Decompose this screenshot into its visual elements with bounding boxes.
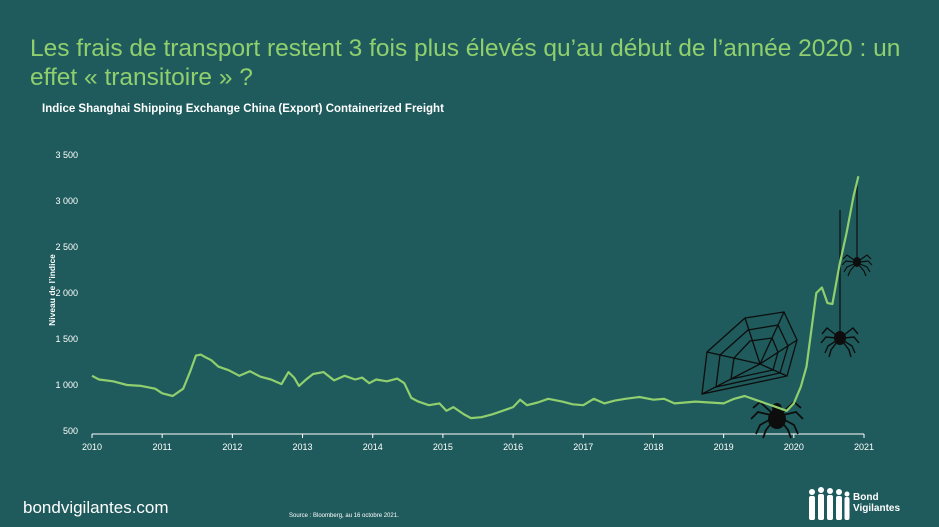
chart-subtitle: Indice Shanghai Shipping Exchange China … bbox=[42, 103, 444, 115]
logo-line-2: Vigilantes bbox=[853, 503, 901, 514]
x-tick-label: 2016 bbox=[503, 442, 523, 452]
x-tick-label: 2013 bbox=[293, 442, 313, 452]
y-tick-label: 1 000 bbox=[55, 380, 78, 390]
x-tick-label: 2017 bbox=[573, 442, 593, 452]
spider-icon bbox=[841, 254, 873, 277]
x-tick-label: 2012 bbox=[222, 442, 242, 452]
y-tick-label: 500 bbox=[63, 426, 78, 436]
x-tick-label: 2021 bbox=[854, 442, 874, 452]
y-tick-label: 1 500 bbox=[55, 334, 78, 344]
x-tick-label: 2011 bbox=[153, 442, 172, 452]
site-url[interactable]: bondvigilantes.com bbox=[23, 498, 169, 517]
spider-icon bbox=[750, 400, 804, 439]
y-tick-label: 2 000 bbox=[55, 288, 78, 298]
y-tick-label: 3 500 bbox=[55, 150, 78, 160]
x-tick-label: 2015 bbox=[433, 442, 453, 452]
x-tick-label: 2018 bbox=[643, 442, 663, 452]
source-note: Source : Bloomberg, au 16 octobre 2021. bbox=[289, 513, 399, 519]
logo-line-1: Bond bbox=[853, 492, 879, 503]
logo-text: Bond Vigilantes bbox=[853, 492, 900, 514]
x-tick-label: 2019 bbox=[714, 442, 734, 452]
y-tick-label: 2 500 bbox=[55, 242, 78, 252]
x-tick-label: 2014 bbox=[363, 442, 383, 452]
vigilantes-logo-icon bbox=[809, 487, 850, 520]
spider-icon bbox=[820, 327, 860, 358]
y-tick-label: 3 000 bbox=[55, 196, 78, 206]
series-line bbox=[91, 175, 860, 420]
x-tick-label: 2020 bbox=[784, 442, 804, 452]
chart-title: Les frais de transport restent 3 fois pl… bbox=[30, 35, 901, 91]
x-axis-ticks: 2010 2011 2012 2013 2014 2015 2016 2017 2018 2019… bbox=[82, 434, 874, 452]
x-tick-label: 2010 bbox=[82, 442, 102, 452]
spider-web-icon bbox=[701, 311, 798, 395]
y-axis-ticks: 500 1 000 1 500 2 000 2 500 3 000 3 500 bbox=[55, 150, 78, 436]
